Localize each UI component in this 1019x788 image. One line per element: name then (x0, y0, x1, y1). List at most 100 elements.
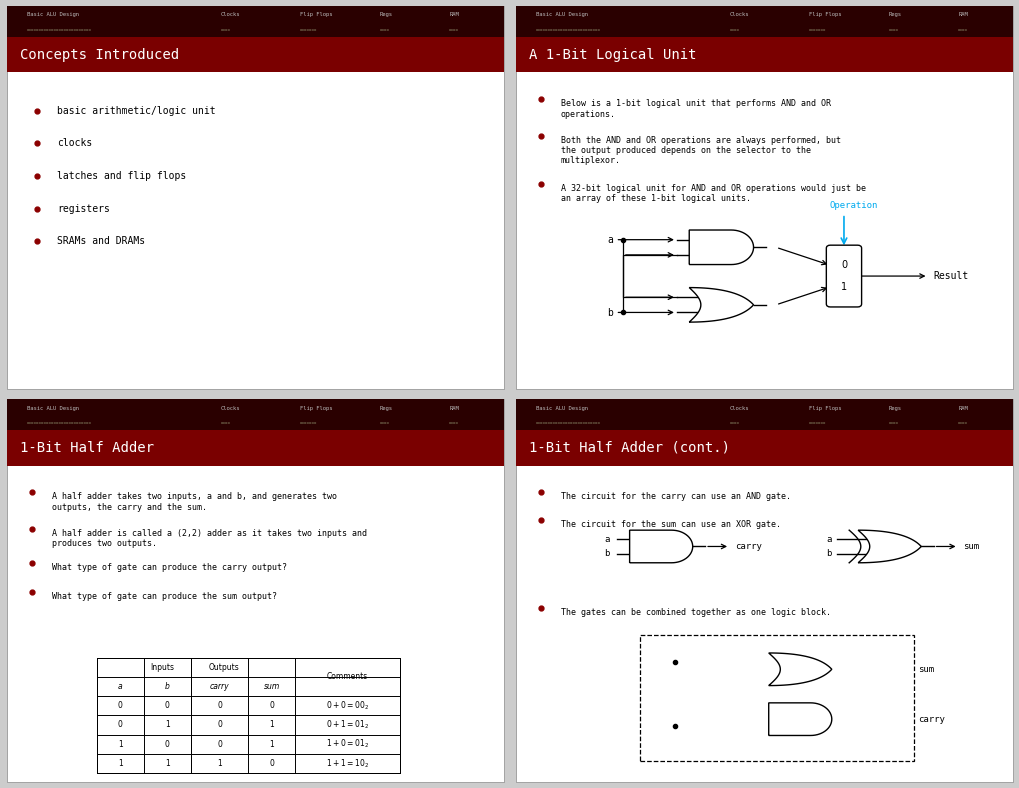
Text: Flip Flops: Flip Flops (808, 406, 841, 411)
Text: oooooooooooooooooooooooooo: oooooooooooooooooooooooooo (535, 28, 600, 32)
Text: 0: 0 (117, 701, 122, 710)
Bar (516, 6, 1012, 37)
Text: ooooooo: ooooooo (808, 422, 825, 426)
Text: carry: carry (917, 715, 945, 723)
Text: registers: registers (57, 203, 110, 214)
Text: 1: 1 (269, 720, 274, 730)
Text: Concepts Introduced: Concepts Introduced (19, 47, 178, 61)
Text: Operation: Operation (828, 201, 877, 210)
Text: carry: carry (735, 542, 761, 551)
Text: Regs: Regs (888, 406, 901, 411)
Text: 0: 0 (217, 720, 222, 730)
Text: Flip Flops: Flip Flops (300, 13, 332, 17)
Text: Clocks: Clocks (220, 13, 240, 17)
Text: oooo: oooo (448, 422, 459, 426)
Text: Clocks: Clocks (729, 406, 749, 411)
Text: a: a (654, 644, 660, 652)
Text: A half adder takes two inputs, a and b, and generates two
outputs, the carry and: A half adder takes two inputs, a and b, … (52, 492, 336, 511)
Text: Basic ALU Design: Basic ALU Design (26, 13, 78, 17)
Text: a: a (604, 535, 609, 544)
Text: b: b (165, 682, 169, 691)
Text: What type of gate can produce the carry output?: What type of gate can produce the carry … (52, 563, 286, 572)
Text: ooooooo: ooooooo (300, 422, 317, 426)
Text: RAM: RAM (957, 13, 967, 17)
Text: A 32-bit logical unit for AND and OR operations would just be
an array of these : A 32-bit logical unit for AND and OR ope… (560, 184, 865, 203)
Text: $0+1=01_2$: $0+1=01_2$ (325, 719, 369, 731)
Text: Comments: Comments (326, 672, 368, 682)
Text: Outputs: Outputs (209, 663, 239, 672)
Text: b: b (604, 549, 609, 558)
Text: Result: Result (932, 271, 968, 281)
Text: The gates can be combined together as one logic block.: The gates can be combined together as on… (560, 608, 830, 617)
Text: ooooooo: ooooooo (300, 28, 317, 32)
Text: 0: 0 (165, 740, 169, 749)
Text: b: b (825, 549, 830, 558)
Text: basic arithmetic/logic unit: basic arithmetic/logic unit (57, 106, 215, 116)
Text: latches and flip flops: latches and flip flops (57, 171, 185, 181)
Text: Basic ALU Design: Basic ALU Design (535, 13, 587, 17)
Text: oooo: oooo (220, 28, 230, 32)
Text: $0+0=00_2$: $0+0=00_2$ (325, 700, 369, 712)
Text: oooo: oooo (379, 422, 389, 426)
Text: b: b (654, 738, 660, 747)
Text: oooo: oooo (220, 422, 230, 426)
PathPatch shape (689, 230, 753, 265)
PathPatch shape (768, 653, 830, 686)
Text: The circuit for the sum can use an XOR gate.: The circuit for the sum can use an XOR g… (560, 520, 781, 529)
PathPatch shape (857, 530, 920, 563)
Text: The circuit for the carry can use an AND gate.: The circuit for the carry can use an AND… (560, 492, 790, 501)
Text: oooooooooooooooooooooooooo: oooooooooooooooooooooooooo (26, 28, 92, 32)
Text: ooooooo: ooooooo (808, 28, 825, 32)
Text: SRAMs and DRAMs: SRAMs and DRAMs (57, 236, 145, 246)
Bar (7, 6, 503, 37)
Text: sum: sum (263, 682, 279, 691)
Text: clocks: clocks (57, 138, 92, 148)
Text: A 1-Bit Logical Unit: A 1-Bit Logical Unit (528, 47, 695, 61)
Text: RAM: RAM (957, 406, 967, 411)
PathPatch shape (689, 288, 753, 322)
Text: oooooooooooooooooooooooooo: oooooooooooooooooooooooooo (26, 422, 92, 426)
Text: Basic ALU Design: Basic ALU Design (535, 406, 587, 411)
Text: A half adder is called a (2,2) adder as it takes two inputs and
produces two out: A half adder is called a (2,2) adder as … (52, 529, 367, 548)
Text: 1-Bit Half Adder (cont.): 1-Bit Half Adder (cont.) (528, 440, 729, 455)
Text: 1: 1 (217, 759, 222, 768)
Bar (516, 37, 1012, 72)
Bar (640, 635, 913, 761)
Text: oooo: oooo (957, 422, 967, 426)
Text: Flip Flops: Flip Flops (300, 406, 332, 411)
Text: Both the AND and OR operations are always performed, but
the output produced dep: Both the AND and OR operations are alway… (560, 136, 840, 165)
Text: a: a (606, 235, 612, 244)
Text: Regs: Regs (379, 406, 392, 411)
Text: 1: 1 (840, 282, 846, 292)
Text: oooo: oooo (888, 422, 898, 426)
Text: 0: 0 (217, 740, 222, 749)
PathPatch shape (768, 703, 830, 735)
Bar (97, 658, 399, 773)
Text: carry: carry (210, 682, 229, 691)
Bar (7, 430, 503, 466)
Text: 1: 1 (165, 720, 169, 730)
Text: sum: sum (963, 542, 978, 551)
Text: 1: 1 (117, 759, 122, 768)
Bar (7, 399, 503, 430)
Text: $1+1=10_2$: $1+1=10_2$ (325, 757, 369, 770)
Text: 0: 0 (117, 720, 122, 730)
Text: 0: 0 (840, 260, 846, 270)
Text: Regs: Regs (888, 13, 901, 17)
Text: Basic ALU Design: Basic ALU Design (26, 406, 78, 411)
Text: oooo: oooo (448, 28, 459, 32)
Text: Below is a 1-bit logical unit that performs AND and OR
operations.: Below is a 1-bit logical unit that perfo… (560, 99, 830, 118)
Text: Inputs: Inputs (151, 663, 174, 672)
Text: oooo: oooo (888, 28, 898, 32)
Text: Regs: Regs (379, 13, 392, 17)
Text: 1: 1 (117, 740, 122, 749)
Text: 0: 0 (217, 701, 222, 710)
Text: Flip Flops: Flip Flops (808, 13, 841, 17)
Text: RAM: RAM (448, 13, 459, 17)
PathPatch shape (629, 530, 692, 563)
Text: oooo: oooo (729, 28, 739, 32)
Text: a: a (825, 535, 830, 544)
Text: oooo: oooo (957, 28, 967, 32)
Bar (516, 430, 1012, 466)
Text: a: a (118, 682, 122, 691)
